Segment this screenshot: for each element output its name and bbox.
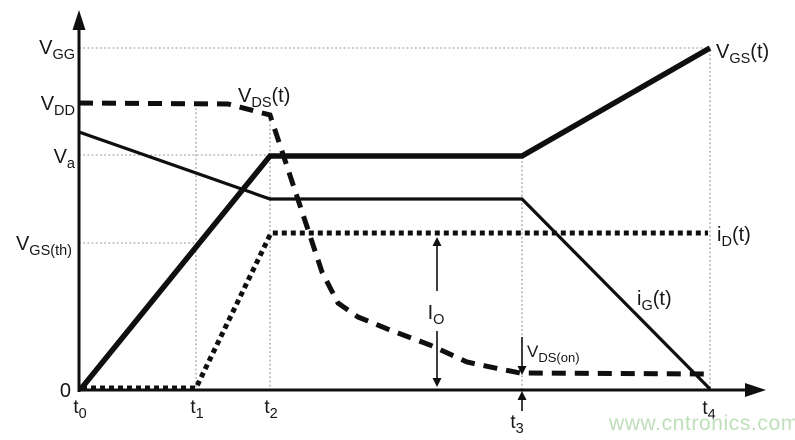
t3-arrow-up-head-icon <box>517 391 527 400</box>
x-axis-arrowhead-icon <box>745 383 766 397</box>
tick-t1: t1 <box>190 397 203 422</box>
label-io: IO <box>428 302 445 328</box>
label-zero: 0 <box>60 380 71 402</box>
vdson-arrow-down-head-icon <box>517 366 527 375</box>
label-vgs-curve: VGS(t) <box>716 41 769 67</box>
label-vdd: VDD <box>41 93 75 119</box>
label-vdson: VDS(on) <box>527 342 580 365</box>
io-arrow-up-head-icon <box>432 237 442 246</box>
vgs-curve <box>77 45 712 392</box>
tick-t4: t4 <box>702 398 715 423</box>
y-axis-arrowhead-icon <box>72 10 86 30</box>
label-id-curve: iD(t) <box>717 224 751 250</box>
label-ig-curve: iG(t) <box>637 288 672 314</box>
label-vds-curve: VDS(t) <box>238 85 290 111</box>
io-arrow-down-head-icon <box>432 378 442 387</box>
tick-t2: t2 <box>264 397 277 422</box>
ig-curve <box>78 130 712 391</box>
label-va: Va <box>54 146 76 172</box>
id-curve <box>82 230 708 391</box>
label-vgg: VGG <box>39 37 75 63</box>
tick-t3: t3 <box>510 412 523 437</box>
label-vgsth: VGS(th) <box>16 233 72 259</box>
vds-curve <box>78 100 711 377</box>
tick-t0: t0 <box>73 397 86 422</box>
watermark: www.cntronics.com <box>609 412 795 435</box>
